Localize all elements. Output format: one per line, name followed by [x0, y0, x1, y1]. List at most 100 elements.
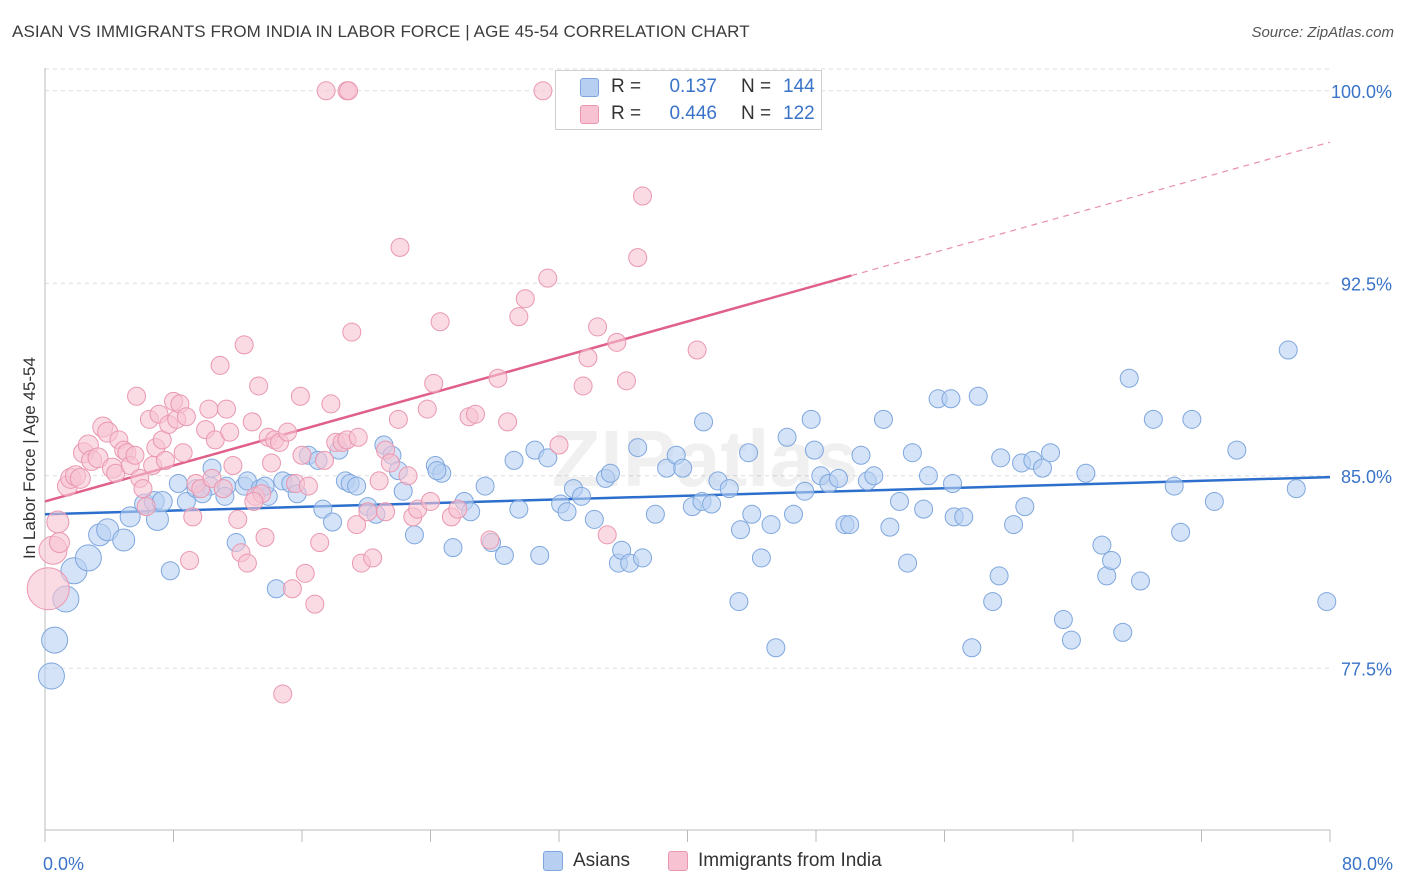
- legend-item-asians[interactable]: Asians: [543, 850, 630, 872]
- asians-point: [1113, 622, 1133, 642]
- india-point: [342, 322, 362, 342]
- india-point: [173, 443, 193, 463]
- asians-point: [119, 506, 141, 528]
- asians-point: [989, 566, 1009, 586]
- india-point: [390, 237, 410, 257]
- stats-row-asians: R = 0.137 N = 144: [556, 74, 815, 100]
- india-point: [348, 427, 368, 447]
- india-point: [213, 479, 233, 499]
- india-point: [363, 548, 383, 568]
- india-point: [87, 447, 109, 469]
- india-point: [133, 479, 153, 499]
- r-label: R =: [611, 103, 642, 124]
- india-point: [607, 332, 627, 352]
- india-point: [278, 422, 298, 442]
- india-point: [125, 445, 145, 465]
- india-point: [398, 466, 418, 486]
- asians-point: [1041, 443, 1061, 463]
- asians-point: [1171, 522, 1191, 542]
- asians-point: [751, 548, 771, 568]
- india-point: [616, 371, 636, 391]
- data-points: [26, 81, 1337, 704]
- asians-point: [323, 512, 343, 532]
- n-value: 122: [783, 103, 815, 124]
- india-point: [46, 510, 70, 534]
- india-point: [347, 515, 367, 535]
- asians-point: [983, 592, 1003, 612]
- india-point: [183, 507, 203, 527]
- asians-point: [890, 491, 910, 511]
- asians-point: [1317, 592, 1337, 612]
- asians-point: [1130, 571, 1150, 591]
- asians-swatch: [580, 77, 599, 97]
- y-tick-label: 92.5%: [1341, 274, 1392, 294]
- india-point: [295, 563, 315, 583]
- india-point: [533, 81, 553, 101]
- asians-point: [600, 463, 620, 483]
- asians-point: [804, 440, 824, 460]
- india-point: [242, 412, 262, 432]
- asians-point: [347, 476, 367, 496]
- asians-point: [761, 515, 781, 535]
- asians-point: [1015, 497, 1035, 517]
- asians-point: [1119, 368, 1139, 388]
- asians-point: [880, 517, 900, 537]
- india-point: [321, 394, 341, 414]
- asians-point: [1143, 409, 1163, 429]
- india-point: [488, 368, 508, 388]
- india-point: [255, 527, 275, 547]
- tick-labels: 77.5% 85.0% 92.5% 100.0% 0.0% 80.0%: [43, 82, 1393, 874]
- asians-point: [1164, 476, 1184, 496]
- stats-legend: R = 0.137 N = 144 R = 0.446 N = 122: [555, 70, 822, 130]
- y-axis-label: In Labor Force | Age 45-54: [20, 357, 39, 559]
- asians-point: [873, 409, 893, 429]
- x-tick-label: 0.0%: [43, 854, 84, 874]
- n-label: N =: [741, 76, 772, 97]
- r-value: 0.137: [669, 76, 717, 97]
- india-point: [578, 348, 598, 368]
- asians-point: [645, 504, 665, 524]
- axes: [44, 68, 1331, 842]
- asians-point: [41, 626, 69, 654]
- x-tick-label: 80.0%: [1342, 854, 1393, 874]
- asians-point: [731, 520, 751, 540]
- india-point: [358, 502, 378, 522]
- asians-point: [427, 461, 447, 481]
- asians-legend-swatch: [543, 851, 563, 871]
- india-point: [237, 553, 257, 573]
- asians-point: [1032, 458, 1052, 478]
- asians-point: [112, 528, 136, 552]
- asians-point: [739, 443, 759, 463]
- asians-point: [941, 389, 961, 409]
- asians-point: [742, 504, 762, 524]
- asians-point: [168, 474, 188, 493]
- india-point: [261, 453, 281, 473]
- asians-point: [1278, 340, 1298, 360]
- india-point: [136, 497, 156, 517]
- india-point: [498, 412, 518, 432]
- india-point: [369, 471, 389, 491]
- asians-point: [828, 468, 848, 488]
- india-point: [26, 567, 70, 611]
- asians-point: [954, 507, 974, 527]
- india-point: [509, 307, 529, 327]
- asians-point: [1092, 535, 1112, 555]
- india-point: [292, 445, 312, 465]
- india-point: [228, 509, 248, 529]
- asians-point: [74, 544, 102, 572]
- india-point: [549, 435, 569, 455]
- india-point: [69, 467, 91, 489]
- asians-point: [628, 438, 648, 458]
- india-point: [628, 248, 648, 268]
- asians-point: [538, 448, 558, 468]
- india-legend-swatch: [668, 851, 688, 871]
- india-point: [480, 530, 500, 550]
- asians-point: [968, 386, 988, 406]
- india-point: [310, 533, 330, 553]
- asians-point: [37, 662, 65, 690]
- asians-point: [530, 545, 550, 565]
- legend-item-india[interactable]: Immigrants from India: [668, 850, 882, 872]
- asians-point: [1102, 551, 1122, 570]
- asians-point: [864, 466, 884, 486]
